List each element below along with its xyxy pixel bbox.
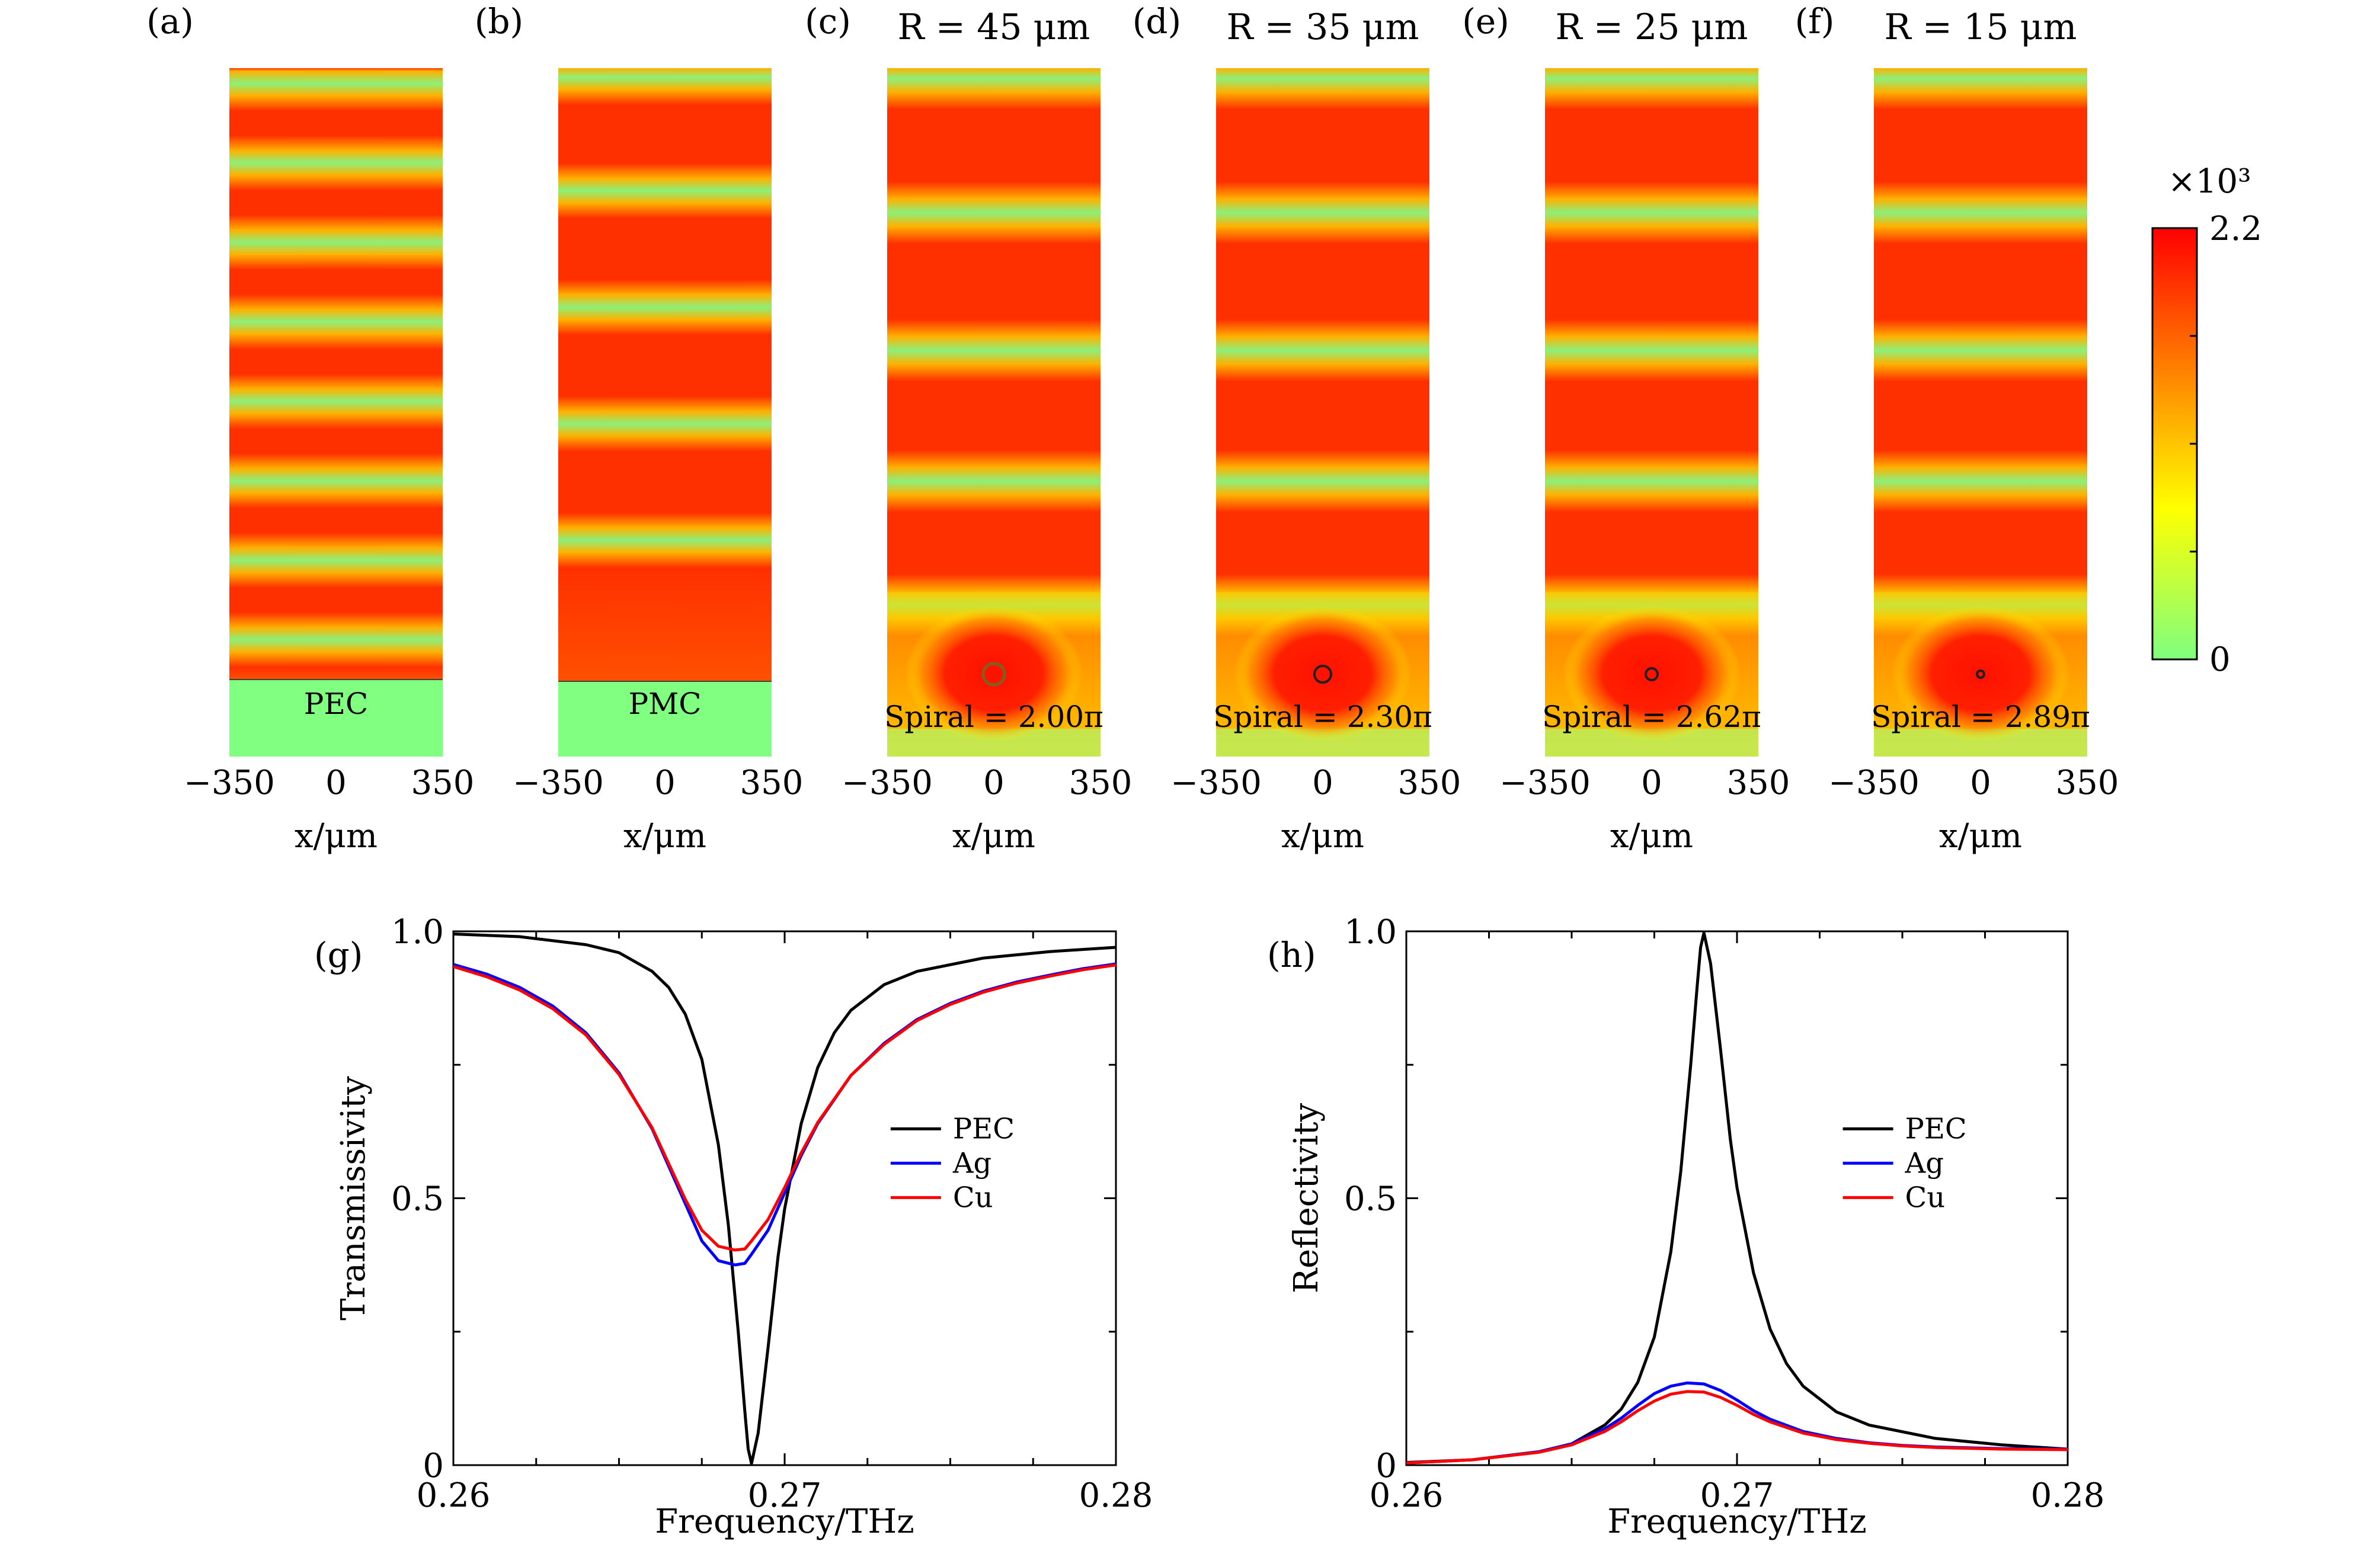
x-axis-label: x/μm <box>623 817 706 855</box>
x-tick-label: 0.27 <box>748 1476 822 1515</box>
legend-label: Ag <box>952 1146 991 1180</box>
series-line-cu <box>453 963 1117 1252</box>
x-axis-label: Frequency/THz <box>655 1502 914 1541</box>
panel-title: R = 35 μm <box>1227 7 1419 48</box>
colorbar-min-label: 0 <box>2209 640 2231 679</box>
panel-label: (e) <box>1462 1 1509 41</box>
x-tick-label: 0 <box>325 764 347 802</box>
panel-label: (b) <box>475 1 523 41</box>
panel-label: (a) <box>146 1 194 41</box>
spiral-resonator <box>1976 669 1985 679</box>
x-tick-label: 0.26 <box>1370 1476 1444 1515</box>
panel-label: (c) <box>805 1 851 41</box>
field-panel-e: (e) R = 25 μm Spiral = 2.62π −350 0 350 x/μm <box>1462 1 1790 855</box>
field-panel-c: (c) R = 45 μm Spiral = 2.00π −350 0 350 x/μm <box>805 1 1132 855</box>
boundary-label: PEC <box>304 687 368 721</box>
x-axis-label: x/μm <box>295 817 378 855</box>
spiral-phase-label: Spiral = 2.62π <box>1542 700 1761 734</box>
spiral-phase-label: Spiral = 2.00π <box>884 700 1103 734</box>
x-tick-label: −350 <box>184 764 275 802</box>
x-tick-label: 0 <box>983 764 1005 802</box>
y-tick-label: 1.0 <box>391 913 444 951</box>
legend-label: PEC <box>1905 1112 1967 1145</box>
line-charts: 0.26 0.27 0.28 0 0.5 1.0 Frequency/THz Transmis… <box>314 913 2104 1541</box>
y-tick-label: 0.5 <box>391 1180 444 1219</box>
x-axis-label: Frequency/THz <box>1607 1502 1866 1541</box>
colorbar-gradient <box>2151 227 2198 661</box>
series-line-pec <box>1406 931 2068 1464</box>
spiral-phase-label: Spiral = 2.89π <box>1871 700 2090 734</box>
field-panels: (a) PEC −350 0 350 x/μm (b) PMC −350 0 350 x/μm (c) R… <box>146 1 2119 855</box>
hotspot <box>1892 605 2069 742</box>
spiral-resonator <box>1645 667 1659 681</box>
x-tick-label: 0.26 <box>417 1476 491 1515</box>
x-tick-label: 0.28 <box>2031 1476 2105 1515</box>
x-tick-label: 350 <box>1398 764 1461 802</box>
spiral-resonator <box>1313 665 1332 684</box>
x-tick-label: 350 <box>1727 764 1790 802</box>
y-tick-label: 0 <box>1375 1447 1397 1485</box>
legend-label: Ag <box>1905 1146 1944 1180</box>
x-tick-label: 0 <box>1641 764 1662 802</box>
colorbar-max-label: 2.2 <box>2209 210 2262 248</box>
boundary-region <box>558 681 772 757</box>
chart-h: 0.26 0.27 0.28 0 0.5 1.0 Frequency/THz Reflecti… <box>1267 913 2104 1541</box>
legend-label: PEC <box>953 1112 1015 1145</box>
series-line-pec <box>453 933 1117 1465</box>
panel-label: (d) <box>1133 1 1181 41</box>
y-tick-label: 0 <box>423 1447 444 1485</box>
y-tick-label: 0.5 <box>1344 1180 1397 1219</box>
field-panel-f: (f) R = 15 μm Spiral = 2.89π −350 0 350 x/μm <box>1795 1 2119 855</box>
panel-title: R = 45 μm <box>898 7 1090 48</box>
field-map <box>229 68 443 680</box>
panel-title: R = 25 μm <box>1556 7 1748 48</box>
x-axis-label: x/μm <box>1610 817 1693 855</box>
chart-g: 0.26 0.27 0.28 0 0.5 1.0 Frequency/THz Transmis… <box>314 913 1153 1541</box>
x-tick-label: 0.27 <box>1700 1476 1774 1515</box>
x-tick-label: 0 <box>1970 764 1991 802</box>
x-axis-label: x/μm <box>1939 817 2022 855</box>
y-axis-label: Transmissivity <box>334 1076 373 1321</box>
legend-label: Cu <box>1905 1181 1946 1214</box>
spiral-phase-label: Spiral = 2.30π <box>1213 700 1432 734</box>
x-tick-label: −350 <box>1170 764 1262 802</box>
panel-title: R = 15 μm <box>1885 7 2077 48</box>
field-panel-b: (b) PMC −350 0 350 x/μm <box>475 1 804 855</box>
x-tick-label: −350 <box>842 764 933 802</box>
panel-label: (h) <box>1267 935 1316 975</box>
x-tick-label: 0 <box>654 764 676 802</box>
hotspot <box>1563 605 1741 742</box>
x-tick-label: 0 <box>1312 764 1333 802</box>
panel-label: (f) <box>1795 1 1835 41</box>
x-tick-label: 350 <box>411 764 475 802</box>
boundary-label: PMC <box>628 687 701 721</box>
legend-label: Cu <box>953 1181 993 1214</box>
plot-frame <box>452 930 1117 1466</box>
panel-label: (g) <box>314 935 363 975</box>
hotspot <box>1234 605 1412 742</box>
plot-frame <box>1405 930 2069 1466</box>
y-axis-label: Reflectivity <box>1287 1103 1326 1294</box>
series-line-ag <box>1406 1381 2068 1465</box>
field-panel-d: (d) R = 35 μm Spiral = 2.30π −350 0 350 x/μm <box>1133 1 1461 855</box>
x-tick-label: −350 <box>1828 764 1920 802</box>
x-tick-label: 350 <box>740 764 804 802</box>
y-tick-label: 1.0 <box>1344 913 1397 951</box>
boundary-region <box>229 680 443 757</box>
x-tick-label: −350 <box>513 764 604 802</box>
field-map <box>558 68 772 681</box>
x-axis-label: x/μm <box>952 817 1035 855</box>
x-tick-label: −350 <box>1499 764 1591 802</box>
x-tick-label: 350 <box>1069 764 1133 802</box>
x-axis-label: x/μm <box>1281 817 1364 855</box>
x-tick-label: 350 <box>2056 764 2119 802</box>
colorbar-multiplier: ×10³ <box>2168 162 2251 201</box>
field-panel-a: (a) PEC −350 0 350 x/μm <box>146 1 474 855</box>
colorbar: ×10³ 2.2 0 <box>2151 162 2262 679</box>
series-line-cu <box>1406 1390 2068 1465</box>
x-tick-label: 0.28 <box>1079 1476 1153 1515</box>
spiral-resonator <box>981 662 1006 687</box>
hotspot <box>905 605 1083 742</box>
